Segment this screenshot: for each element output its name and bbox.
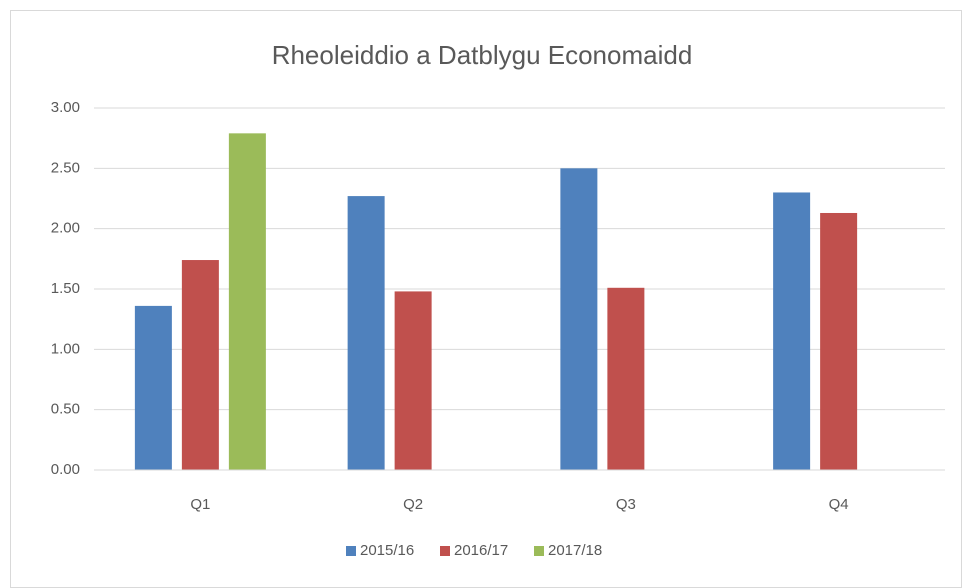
bar xyxy=(181,260,219,470)
y-tick-label: 3.00 xyxy=(51,99,80,116)
legend-swatch xyxy=(440,546,450,556)
x-tick-label: Q2 xyxy=(403,496,423,513)
y-tick-label: 2.50 xyxy=(51,159,80,176)
legend-label: 2015/16 xyxy=(360,542,414,559)
x-tick-label: Q4 xyxy=(829,496,849,513)
legend-swatch xyxy=(534,546,544,556)
bar xyxy=(347,196,385,470)
chart-frame xyxy=(10,10,962,588)
bar xyxy=(607,287,645,470)
y-tick-label: 0.00 xyxy=(51,461,80,478)
y-tick-label: 1.00 xyxy=(51,340,80,357)
bar xyxy=(773,192,811,470)
y-tick-label: 0.50 xyxy=(51,401,80,418)
legend-swatch xyxy=(346,546,356,556)
legend-label: 2017/18 xyxy=(548,542,602,559)
y-tick-label: 2.00 xyxy=(51,220,80,237)
y-tick-label: 1.50 xyxy=(51,280,80,297)
x-tick-label: Q3 xyxy=(616,496,636,513)
x-tick-label: Q1 xyxy=(190,496,210,513)
chart-title: Rheoleiddio a Datblygu Economaidd xyxy=(272,40,693,70)
bar xyxy=(560,168,598,471)
bar xyxy=(228,133,266,470)
bar xyxy=(820,212,858,471)
bar xyxy=(394,291,432,470)
legend-label: 2016/17 xyxy=(454,542,508,559)
bar xyxy=(134,305,172,470)
